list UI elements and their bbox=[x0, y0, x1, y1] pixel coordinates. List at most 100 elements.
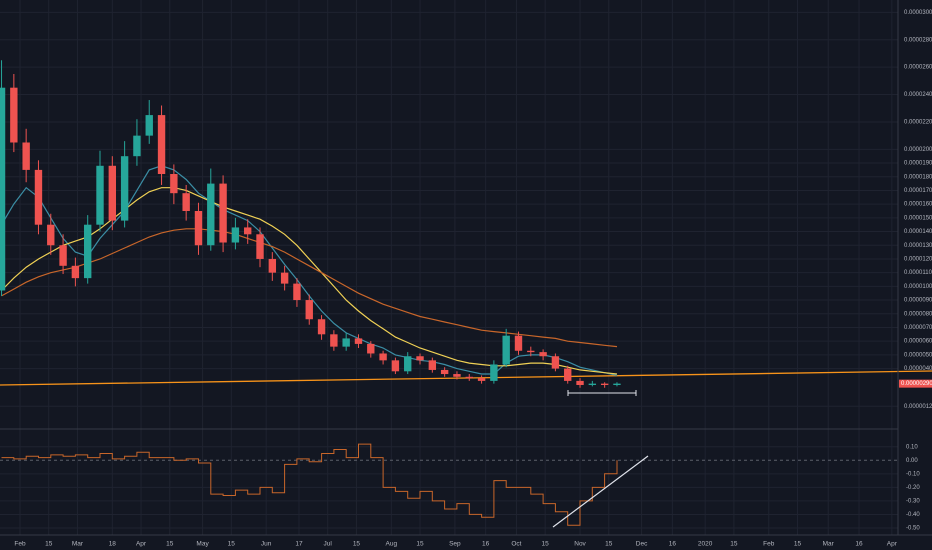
candle-body bbox=[219, 183, 227, 243]
candle-body bbox=[502, 335, 510, 365]
candle-body bbox=[10, 87, 18, 143]
y-tick-label: 0.00 bbox=[906, 458, 918, 464]
x-tick-label: 15 bbox=[605, 541, 613, 548]
axes: Feb 15 Mar 18 Apr 15 May 15 Jun 17 Jul 15 Aug 15 Sep 16… bbox=[14, 10, 932, 548]
x-tick-label: Mar bbox=[72, 541, 84, 548]
candle-body bbox=[71, 265, 80, 279]
candle-body bbox=[47, 224, 55, 246]
x-tick-label: 15 bbox=[794, 541, 802, 548]
x-tick-label: 15 bbox=[730, 541, 738, 548]
x-tick-label: 2020 bbox=[698, 541, 713, 548]
x-tick-label: Jun bbox=[261, 541, 272, 548]
candle-body bbox=[293, 283, 301, 301]
candle-body bbox=[244, 227, 252, 235]
x-tick-label: Oct bbox=[511, 541, 521, 548]
candle-body bbox=[256, 234, 264, 259]
indicator-line bbox=[1, 443, 618, 526]
candle-body bbox=[539, 352, 547, 357]
candle-body bbox=[182, 193, 190, 211]
y-tick-label: 0.00000125 bbox=[904, 404, 932, 410]
candle-body bbox=[416, 356, 424, 361]
candle-body bbox=[477, 378, 486, 381]
candle-body bbox=[268, 258, 277, 273]
x-tick-label: 16 bbox=[482, 541, 490, 548]
y-tick-label: 0.10 bbox=[906, 444, 918, 450]
range-drawing bbox=[567, 390, 637, 396]
x-tick-label: 15 bbox=[416, 541, 424, 548]
candle-body bbox=[0, 87, 6, 291]
candle-body bbox=[96, 165, 104, 225]
candle-body bbox=[34, 169, 43, 225]
x-tick-label: 16 bbox=[669, 541, 677, 548]
x-tick-label: 15 bbox=[542, 541, 550, 548]
candle-body bbox=[527, 350, 535, 353]
candle-body bbox=[391, 360, 400, 372]
x-tick-label: 15 bbox=[353, 541, 361, 548]
candle-body bbox=[305, 300, 313, 320]
candle-body bbox=[367, 343, 375, 354]
candle-body bbox=[317, 319, 326, 335]
candle-body bbox=[157, 115, 166, 175]
candle-body bbox=[588, 383, 597, 386]
candle-body bbox=[453, 374, 461, 377]
x-tick-label: Jul bbox=[324, 541, 333, 548]
candle-body bbox=[120, 156, 129, 221]
candle-body bbox=[133, 135, 141, 157]
candle-body bbox=[564, 368, 572, 381]
candle-body bbox=[330, 334, 338, 347]
y-tick-label: -0.10 bbox=[906, 471, 920, 477]
x-tick-label: Dec bbox=[636, 541, 648, 548]
candle-body bbox=[108, 165, 117, 221]
candle-body bbox=[22, 142, 30, 170]
candle-body bbox=[428, 360, 437, 370]
candle-body bbox=[194, 211, 203, 246]
candle-body bbox=[280, 272, 289, 284]
x-tick-label: Feb bbox=[763, 541, 775, 548]
x-tick-label: 15 bbox=[45, 541, 53, 548]
last-price-label: 0.00000290 bbox=[901, 381, 932, 387]
x-tick-label: 15 bbox=[228, 541, 236, 548]
candle-body bbox=[514, 335, 523, 351]
x-tick-label: Feb bbox=[14, 541, 26, 548]
candle-body bbox=[379, 353, 387, 361]
candle-body bbox=[84, 224, 92, 279]
x-tick-label: Aug bbox=[386, 541, 398, 548]
plot bbox=[0, 60, 621, 526]
candle-body bbox=[465, 376, 473, 379]
x-tick-label: Sep bbox=[449, 541, 461, 548]
y-tick-label: -0.50 bbox=[906, 526, 920, 532]
last-price-tag bbox=[899, 379, 932, 388]
moving-average-line bbox=[1, 187, 618, 375]
x-tick-label: Nov bbox=[574, 541, 586, 548]
candle-body bbox=[231, 227, 240, 243]
x-tick-label: Apr bbox=[887, 541, 898, 548]
x-tick-label: 16 bbox=[855, 541, 863, 548]
candle-body bbox=[145, 115, 153, 136]
candle-body bbox=[440, 369, 449, 375]
indicator-trendline bbox=[552, 455, 649, 528]
y-tick-label: -0.30 bbox=[906, 498, 920, 504]
